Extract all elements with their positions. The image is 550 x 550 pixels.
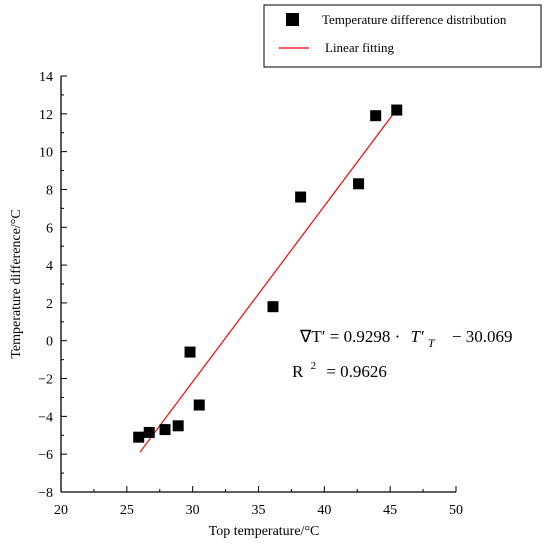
data-point — [184, 346, 196, 358]
fit-line — [139, 110, 396, 453]
data-point — [172, 420, 184, 432]
y-tick-label: 6 — [46, 221, 53, 236]
data-point — [143, 426, 155, 438]
y-tick-label: −4 — [38, 410, 53, 425]
legend: Temperature difference distribution Line… — [263, 4, 542, 68]
equation-text: ∇T′ = 0.9298 · T′ T − 30.069 — [299, 327, 512, 351]
x-tick-label: 40 — [317, 503, 331, 518]
data-point — [193, 399, 205, 411]
y-tick-label: −2 — [38, 373, 53, 388]
r2-label: R — [292, 362, 304, 381]
y-axis-title: Temperature difference/°C — [9, 209, 24, 358]
y-tick-label: −8 — [38, 486, 53, 501]
y-tick-label: 2 — [46, 297, 53, 312]
y-tick-label: 0 — [46, 335, 53, 350]
r2-value: = 0.9626 — [326, 362, 387, 381]
ticks — [60, 75, 457, 493]
x-tick-label: 35 — [252, 503, 266, 518]
equation-annotation: ∇T′ = 0.9298 · T′ T − 30.069 R 2 = 0.962… — [292, 327, 512, 381]
legend-scatter-marker — [286, 13, 299, 26]
y-tick-label: 14 — [39, 70, 53, 85]
legend-box — [263, 4, 542, 68]
legend-scatter-label: Temperature difference distribution — [322, 12, 507, 27]
r2-text: R 2 = 0.9626 — [292, 354, 387, 381]
x-tick-label: 25 — [120, 503, 134, 518]
data-point — [353, 178, 365, 190]
x-tick-label: 45 — [383, 503, 397, 518]
r2-sup: 2 — [311, 360, 317, 372]
x-tick-label: 20 — [54, 503, 68, 518]
x-tick-label: 50 — [449, 503, 463, 518]
equation-sub: T — [428, 336, 436, 350]
y-tick-label: 8 — [46, 183, 53, 198]
legend-line-label: Linear fitting — [325, 40, 394, 55]
data-point — [159, 424, 171, 436]
y-tick-label: 12 — [39, 108, 53, 123]
data-point — [370, 110, 382, 122]
axes — [60, 76, 456, 493]
x-tick-label: 30 — [186, 503, 200, 518]
y-tick-label: 10 — [39, 146, 53, 161]
data-point — [133, 431, 145, 443]
fit-layer — [139, 110, 396, 453]
data-point — [295, 191, 307, 203]
tick-labels: 20 25 30 35 40 45 50 −8 −6 −4 −2 0 2 4 6 8 10 12 14 — [38, 70, 463, 518]
equation-mid: T′ — [410, 327, 423, 346]
points-layer — [133, 104, 403, 443]
y-tick-label: 4 — [46, 259, 53, 274]
data-point — [267, 301, 279, 313]
y-tick-label: −6 — [38, 448, 53, 463]
equation-left: ∇T′ = 0.9298 · — [299, 327, 400, 346]
x-axis-title: Top temperature/°C — [209, 524, 320, 539]
equation-right: − 30.069 — [452, 327, 513, 346]
data-point — [391, 104, 403, 116]
